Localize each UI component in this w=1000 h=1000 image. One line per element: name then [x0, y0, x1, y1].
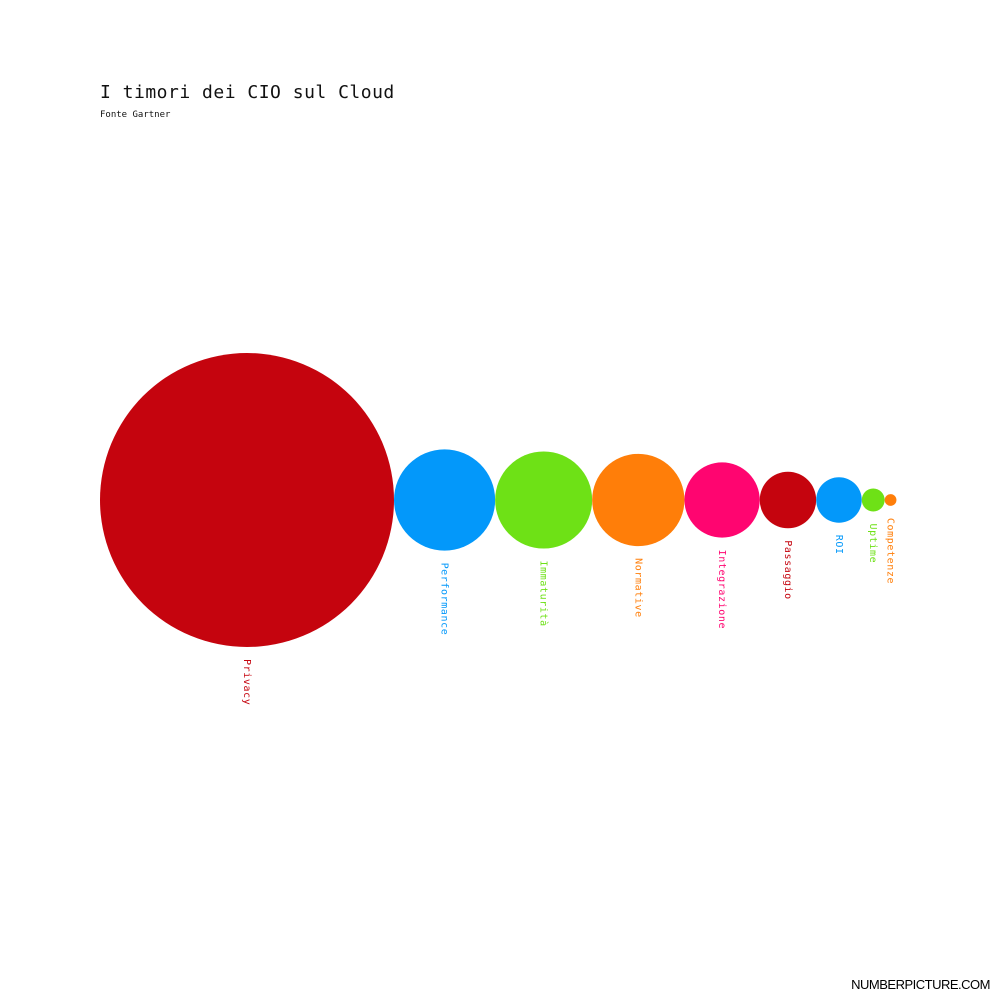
bubble-normative: [592, 453, 685, 547]
bubble-performance: [394, 449, 496, 551]
bubble-label-passaggio: Passaggio: [782, 540, 793, 600]
bubble-label-roi: ROI: [833, 535, 844, 555]
chart-subtitle: Fonte Gartner: [100, 110, 171, 120]
bubble-label-uptime: Uptime: [867, 523, 878, 563]
bubble-label-competenze: Competenze: [885, 518, 896, 584]
bubble-competenze: [884, 494, 897, 506]
chart-title: I timori dei CIO sul Cloud: [100, 82, 395, 103]
brand-watermark: NUMBERPICTURE.COM: [851, 977, 990, 992]
bubble-label-privacy: Privacy: [241, 659, 252, 705]
bubble-roi: [816, 477, 862, 523]
bubble-label-normative: Normative: [632, 558, 643, 618]
bubble-passaggio: [759, 471, 817, 529]
bubble-label-integrazione: Integrazione: [716, 550, 727, 629]
bubble-label-immaturit-: Immaturità: [538, 561, 550, 627]
bubble-uptime: [861, 488, 885, 512]
bubble-immaturit-: [495, 451, 593, 549]
bubble-privacy: [100, 353, 394, 647]
bubble-label-performance: Performance: [439, 563, 450, 636]
bubble-integrazione: [684, 462, 760, 538]
